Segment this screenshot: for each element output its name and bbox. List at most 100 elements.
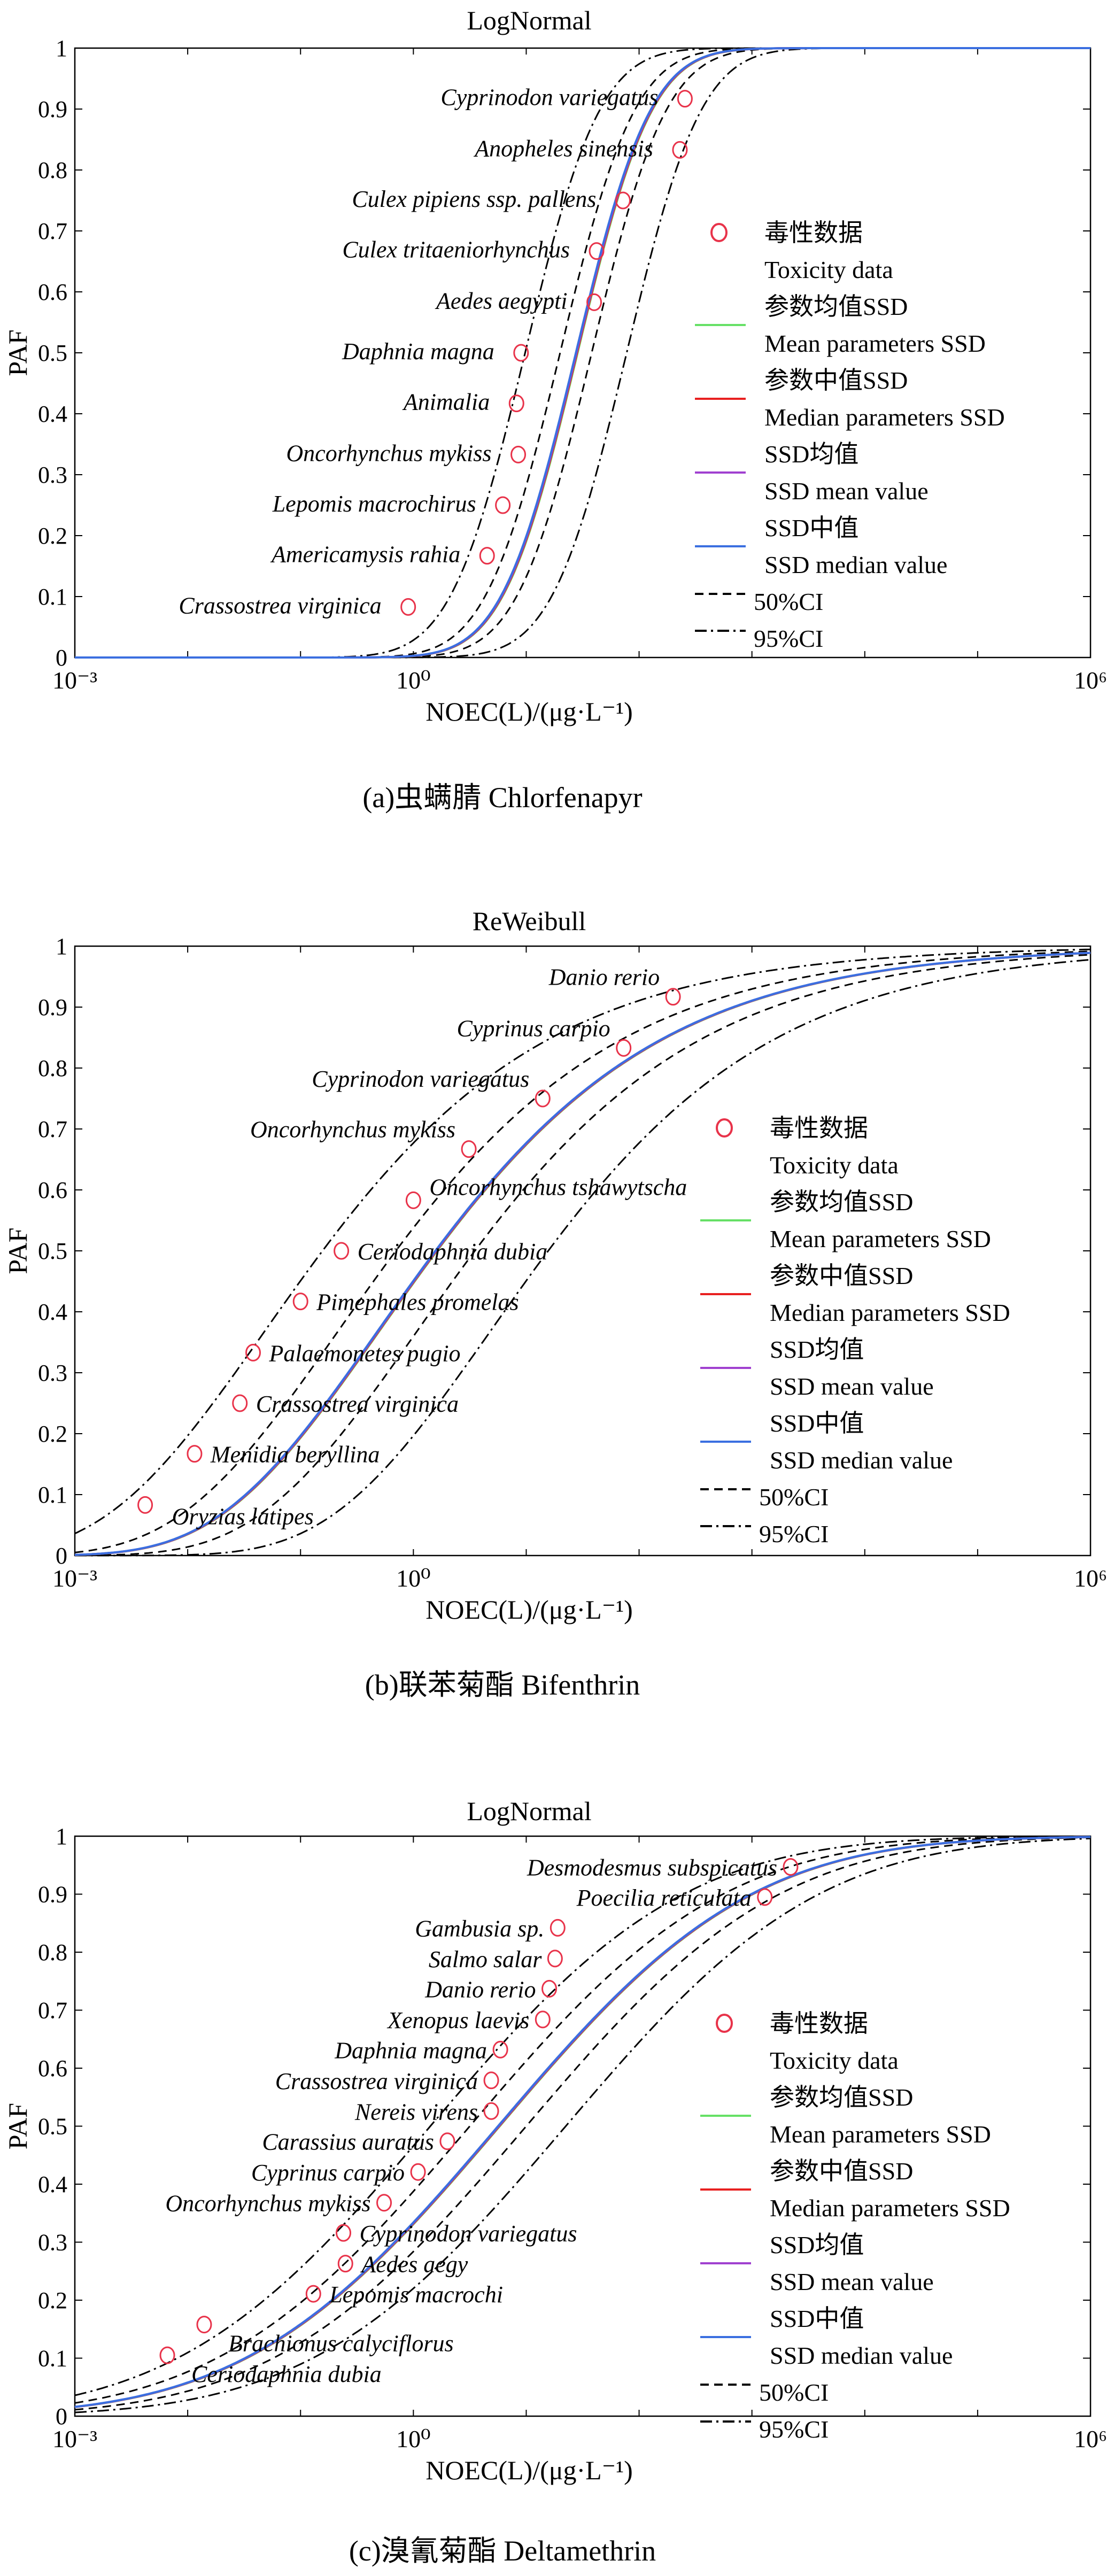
toxicity-data-point (245, 1343, 261, 1362)
species-label: Ceriodaphnia dubia (191, 2361, 382, 2387)
legend-entry-label: SSD median value (770, 2342, 953, 2369)
chart-title: LogNormal (467, 1796, 591, 1826)
species-label: Crassostrea virginica (275, 2068, 478, 2094)
legend-entry-label: SSD median value (770, 1446, 953, 1474)
x-tick-label: 10⁻³ (52, 2425, 97, 2453)
toxicity-data-point (483, 2071, 499, 2090)
toxicity-data-point (510, 445, 527, 463)
y-tick-label: 0.9 (38, 994, 67, 1020)
species-label: Brachionus calyciflorus (228, 2331, 454, 2357)
species-label: Menidia beryllina (210, 1442, 380, 1468)
y-tick-label: 0 (56, 645, 67, 671)
legend-entry-label: 参数中值SSD (770, 2157, 913, 2185)
y-tick-label: 0.8 (38, 1055, 67, 1081)
toxicity-data-point (479, 547, 495, 565)
toxicity-data-point (292, 1293, 308, 1311)
legend: 毒性数据 Toxicity data 参数均值SSD Mean parameters … (695, 219, 1005, 652)
legend-entry-label: 参数均值SSD (764, 293, 908, 320)
x-axis-label: NOEC(L)/(μg·L⁻¹) (426, 2455, 633, 2485)
toxicity-data-point (483, 2102, 499, 2120)
x-tick-label: 10⁶ (1074, 1565, 1107, 1592)
legend-swatch-toxicity (716, 1118, 733, 1138)
toxicity-data-point (439, 2132, 455, 2150)
toxicity-data-point (665, 988, 681, 1006)
legend-entry-label: SSD mean value (764, 477, 929, 505)
species-label: Americamysis rahia (270, 541, 460, 568)
toxicity-data-point (757, 1888, 773, 1906)
y-tick-label: 1 (56, 1823, 67, 1850)
y-tick-label: 0.1 (38, 2346, 67, 2372)
y-tick-label: 0.3 (38, 462, 67, 488)
legend-entry-label: Toxicity data (764, 256, 893, 283)
species-label: Animalia (402, 389, 490, 415)
chart-panel-2: ReWeibull 0 0.1 0.2 0.3 0.4 0.5 0.6 0.7 0.8 0.9 1 10… (3, 906, 1107, 1701)
toxicity-data-point (547, 1950, 563, 1968)
legend-entry-label: SSD中值 (770, 1410, 864, 1437)
y-tick-label: 0.9 (38, 96, 67, 122)
y-tick-label: 0.9 (38, 1882, 67, 1908)
species-label: Cyprinodon variegatus (312, 1066, 529, 1092)
legend-entry-label: Toxicity data (770, 1151, 899, 1179)
legend-entry-label: Median parameters SSD (770, 1299, 1010, 1326)
legend-entry-label: SSD均值 (770, 1336, 864, 1363)
toxicity-data-point (513, 344, 529, 362)
toxicity-data-point (305, 2285, 321, 2303)
toxicity-points: Oryzias latipes Menidia beryllina Crassost… (137, 964, 687, 1529)
y-tick-label: 1 (56, 35, 67, 61)
legend-entry-label: Toxicity data (770, 2047, 899, 2074)
x-tick-label: 10⁶ (1074, 2425, 1107, 2453)
x-tick-label: 10⁻³ (52, 1565, 97, 1592)
toxicity-data-point (137, 1496, 153, 1514)
y-tick-label: 0.1 (38, 584, 67, 610)
ssd-median-line (74, 1836, 1090, 2408)
toxicity-data-point (410, 2163, 426, 2181)
y-tick-label: 0.6 (38, 279, 67, 305)
legend-entry-label: Median parameters SSD (764, 404, 1005, 431)
95-ci-lower-line (74, 1835, 1091, 2396)
species-label: Culex tritaeniorhynchus (342, 237, 570, 263)
ssd-median-line (75, 47, 1090, 659)
y-tick-label: 0.5 (38, 2114, 67, 2140)
species-label: Anopheles sinensis (473, 135, 653, 161)
50-ci-lower-line (74, 1836, 1090, 2404)
y-tick-label: 0.4 (38, 2171, 67, 2198)
legend-entry-label: Median parameters SSD (770, 2194, 1010, 2222)
species-label: Xenopus laevis (386, 2007, 529, 2033)
legend: 毒性数据 Toxicity data 参数均值SSD Mean parameters … (700, 1115, 1010, 1548)
y-tick-label: 0.3 (38, 2230, 67, 2256)
chart-panel-3: LogNormal 0 0.1 0.2 0.3 0.4 0.5 0.6 0.7 0.8 0.9 1 10… (3, 1796, 1107, 2567)
species-label: Cyprinodon variegatus (359, 2221, 577, 2247)
toxicity-data-point (495, 496, 511, 514)
y-tick-label: 0.2 (38, 2287, 67, 2314)
legend-entry-label: 参数均值SSD (770, 1188, 913, 1216)
legend-entry-label: 95%CI (759, 1520, 829, 1548)
x-tick-label: 10⁰ (396, 1565, 430, 1592)
toxicity-data-point (400, 598, 416, 616)
species-label: Gambusia sp. (415, 1915, 544, 1941)
species-label: Pimephales promelas (316, 1289, 519, 1316)
species-label: Danio rerio (424, 1976, 536, 2002)
species-label: Crassostrea virginica (179, 592, 381, 618)
x-tick-label: 10⁶ (1074, 667, 1107, 694)
y-tick-label: 0.6 (38, 2055, 67, 2082)
species-label: Palaemonetes pugio (269, 1340, 461, 1366)
species-label: Lepomis macrochi (329, 2281, 503, 2308)
legend-entry-label: 参数中值SSD (764, 367, 908, 394)
toxicity-points: Ceriodaphnia dubia Brachionus calycifloru… (159, 1855, 799, 2387)
toxicity-data-point (335, 2224, 351, 2242)
y-tick-label: 0.2 (38, 1421, 67, 1447)
95-ci-upper-line (75, 47, 1090, 659)
toxicity-data-point (232, 1394, 248, 1412)
legend-entry-label: Mean parameters SSD (764, 330, 986, 357)
legend-entry-label: 50%CI (759, 1483, 829, 1511)
x-axis-label: NOEC(L)/(μg·L⁻¹) (426, 1595, 633, 1624)
toxicity-data-point (541, 1979, 558, 1998)
y-tick-label: 0.4 (38, 401, 67, 427)
species-label: Danio rerio (548, 964, 660, 991)
y-axis-label: PAF (3, 1227, 33, 1274)
species-label: Daphnia magna (334, 2037, 487, 2063)
toxicity-data-point (159, 2346, 175, 2364)
y-axis-label: PAF (3, 2103, 33, 2149)
legend-entry-label: 参数中值SSD (770, 1262, 913, 1289)
